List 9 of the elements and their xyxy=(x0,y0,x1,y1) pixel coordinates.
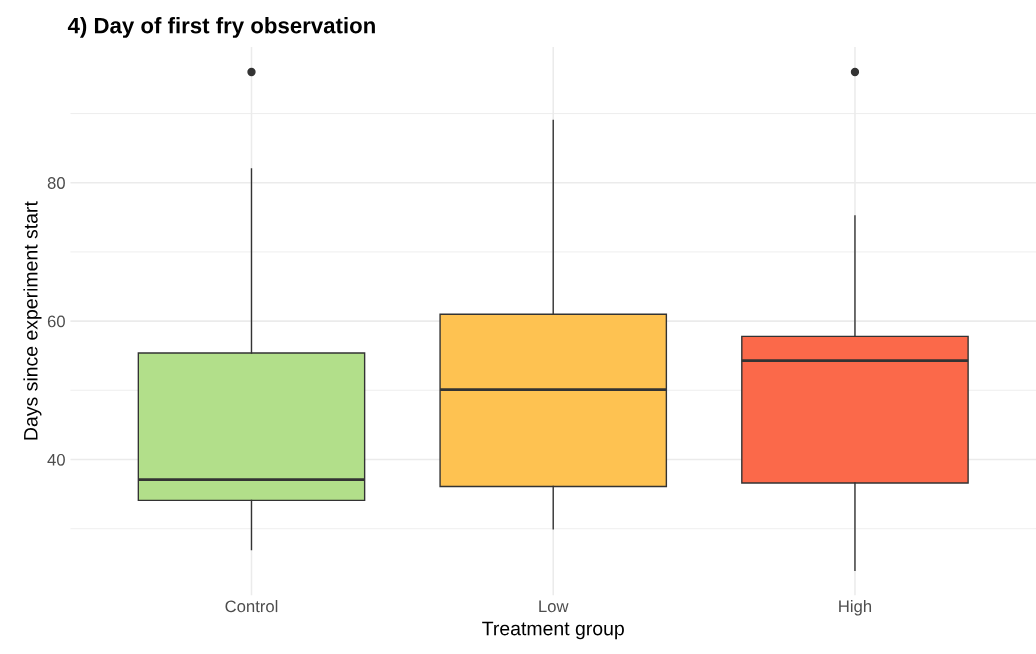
y-axis-title: Days since experiment start xyxy=(23,201,42,440)
y-tick-label: 60 xyxy=(47,315,65,328)
x-axis-title: Treatment group xyxy=(482,621,624,640)
x-tick-label: Low xyxy=(539,600,569,613)
y-tick-label: 80 xyxy=(47,177,65,189)
x-tick-label: High xyxy=(839,600,872,616)
chart-title: 4) Day of first fry observation xyxy=(67,17,375,38)
x-tick-label: Control xyxy=(225,600,278,613)
y-tick-label: 40 xyxy=(47,453,65,466)
